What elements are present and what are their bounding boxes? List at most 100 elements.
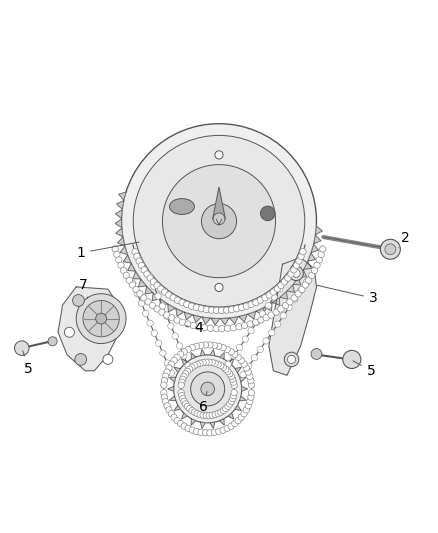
Circle shape (193, 343, 200, 350)
Circle shape (296, 258, 302, 264)
Circle shape (146, 273, 153, 279)
Polygon shape (230, 317, 238, 324)
Circle shape (226, 370, 233, 377)
Circle shape (233, 305, 240, 312)
Circle shape (137, 290, 143, 297)
Circle shape (270, 289, 276, 295)
Circle shape (147, 275, 153, 281)
Circle shape (172, 333, 178, 339)
Polygon shape (152, 293, 160, 301)
Circle shape (48, 337, 57, 346)
Circle shape (202, 342, 208, 348)
Circle shape (277, 286, 283, 292)
Polygon shape (120, 246, 127, 254)
Circle shape (164, 369, 170, 375)
Circle shape (248, 301, 254, 308)
Circle shape (231, 382, 237, 389)
Circle shape (171, 414, 177, 421)
Circle shape (198, 429, 204, 435)
Circle shape (220, 364, 226, 370)
Circle shape (181, 362, 234, 415)
Polygon shape (220, 318, 229, 325)
Circle shape (182, 401, 189, 407)
Polygon shape (213, 187, 225, 219)
Circle shape (160, 350, 166, 356)
Circle shape (190, 322, 197, 329)
Circle shape (288, 271, 294, 277)
Polygon shape (228, 359, 234, 365)
Circle shape (286, 304, 292, 311)
Circle shape (225, 361, 231, 367)
Circle shape (287, 356, 296, 364)
Circle shape (220, 344, 226, 351)
Circle shape (225, 403, 231, 409)
Circle shape (215, 410, 221, 417)
Circle shape (164, 360, 170, 366)
Circle shape (243, 365, 250, 371)
Circle shape (103, 354, 113, 365)
Circle shape (188, 303, 195, 309)
Polygon shape (202, 317, 211, 324)
Circle shape (231, 353, 237, 359)
Circle shape (278, 282, 284, 289)
Circle shape (224, 425, 230, 432)
Circle shape (230, 376, 236, 383)
Circle shape (254, 319, 260, 326)
Circle shape (257, 346, 263, 352)
Circle shape (224, 346, 230, 353)
Circle shape (258, 317, 264, 324)
Circle shape (266, 292, 272, 298)
Polygon shape (210, 350, 215, 356)
Polygon shape (201, 422, 205, 429)
Circle shape (129, 282, 136, 288)
Circle shape (299, 286, 305, 293)
Circle shape (168, 323, 174, 329)
Circle shape (116, 257, 122, 263)
Circle shape (141, 266, 147, 273)
Circle shape (177, 351, 184, 358)
Circle shape (162, 398, 169, 405)
Circle shape (314, 262, 320, 268)
Circle shape (181, 398, 187, 405)
Circle shape (243, 303, 250, 309)
Circle shape (203, 306, 209, 313)
Circle shape (215, 343, 222, 350)
Text: 5: 5 (353, 361, 375, 378)
Circle shape (226, 401, 233, 407)
Circle shape (261, 206, 275, 221)
Circle shape (197, 411, 203, 418)
Circle shape (253, 300, 259, 305)
Circle shape (303, 279, 310, 285)
Circle shape (385, 244, 396, 255)
Circle shape (211, 429, 218, 435)
Circle shape (150, 279, 157, 285)
Circle shape (207, 325, 214, 332)
Circle shape (306, 277, 312, 284)
Circle shape (174, 297, 181, 303)
Circle shape (318, 251, 324, 257)
Circle shape (209, 412, 215, 418)
Polygon shape (193, 315, 201, 322)
Circle shape (180, 395, 186, 402)
Polygon shape (311, 244, 319, 253)
Circle shape (141, 295, 147, 301)
Circle shape (178, 382, 184, 389)
Circle shape (283, 277, 289, 284)
Circle shape (223, 307, 230, 313)
Circle shape (316, 257, 322, 263)
Circle shape (159, 309, 165, 316)
Circle shape (229, 306, 235, 313)
Circle shape (302, 282, 309, 288)
Circle shape (177, 421, 184, 427)
Circle shape (73, 295, 85, 306)
Circle shape (208, 307, 215, 313)
Circle shape (171, 357, 177, 364)
Circle shape (161, 394, 168, 400)
Circle shape (207, 430, 213, 436)
Circle shape (83, 301, 119, 337)
Circle shape (134, 253, 140, 260)
Circle shape (215, 284, 223, 292)
Circle shape (238, 357, 244, 364)
Circle shape (215, 429, 222, 434)
Circle shape (240, 372, 246, 378)
